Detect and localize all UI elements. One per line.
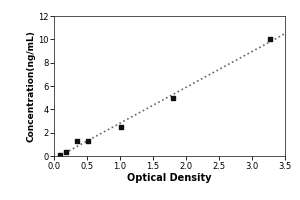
Point	[170, 96, 175, 99]
Point	[75, 140, 80, 143]
Point	[118, 125, 123, 128]
Point	[64, 151, 69, 154]
Point	[58, 153, 63, 157]
Point	[267, 38, 272, 41]
Y-axis label: Concentration(ng/mL): Concentration(ng/mL)	[26, 30, 35, 142]
X-axis label: Optical Density: Optical Density	[127, 173, 212, 183]
Point	[85, 140, 90, 143]
